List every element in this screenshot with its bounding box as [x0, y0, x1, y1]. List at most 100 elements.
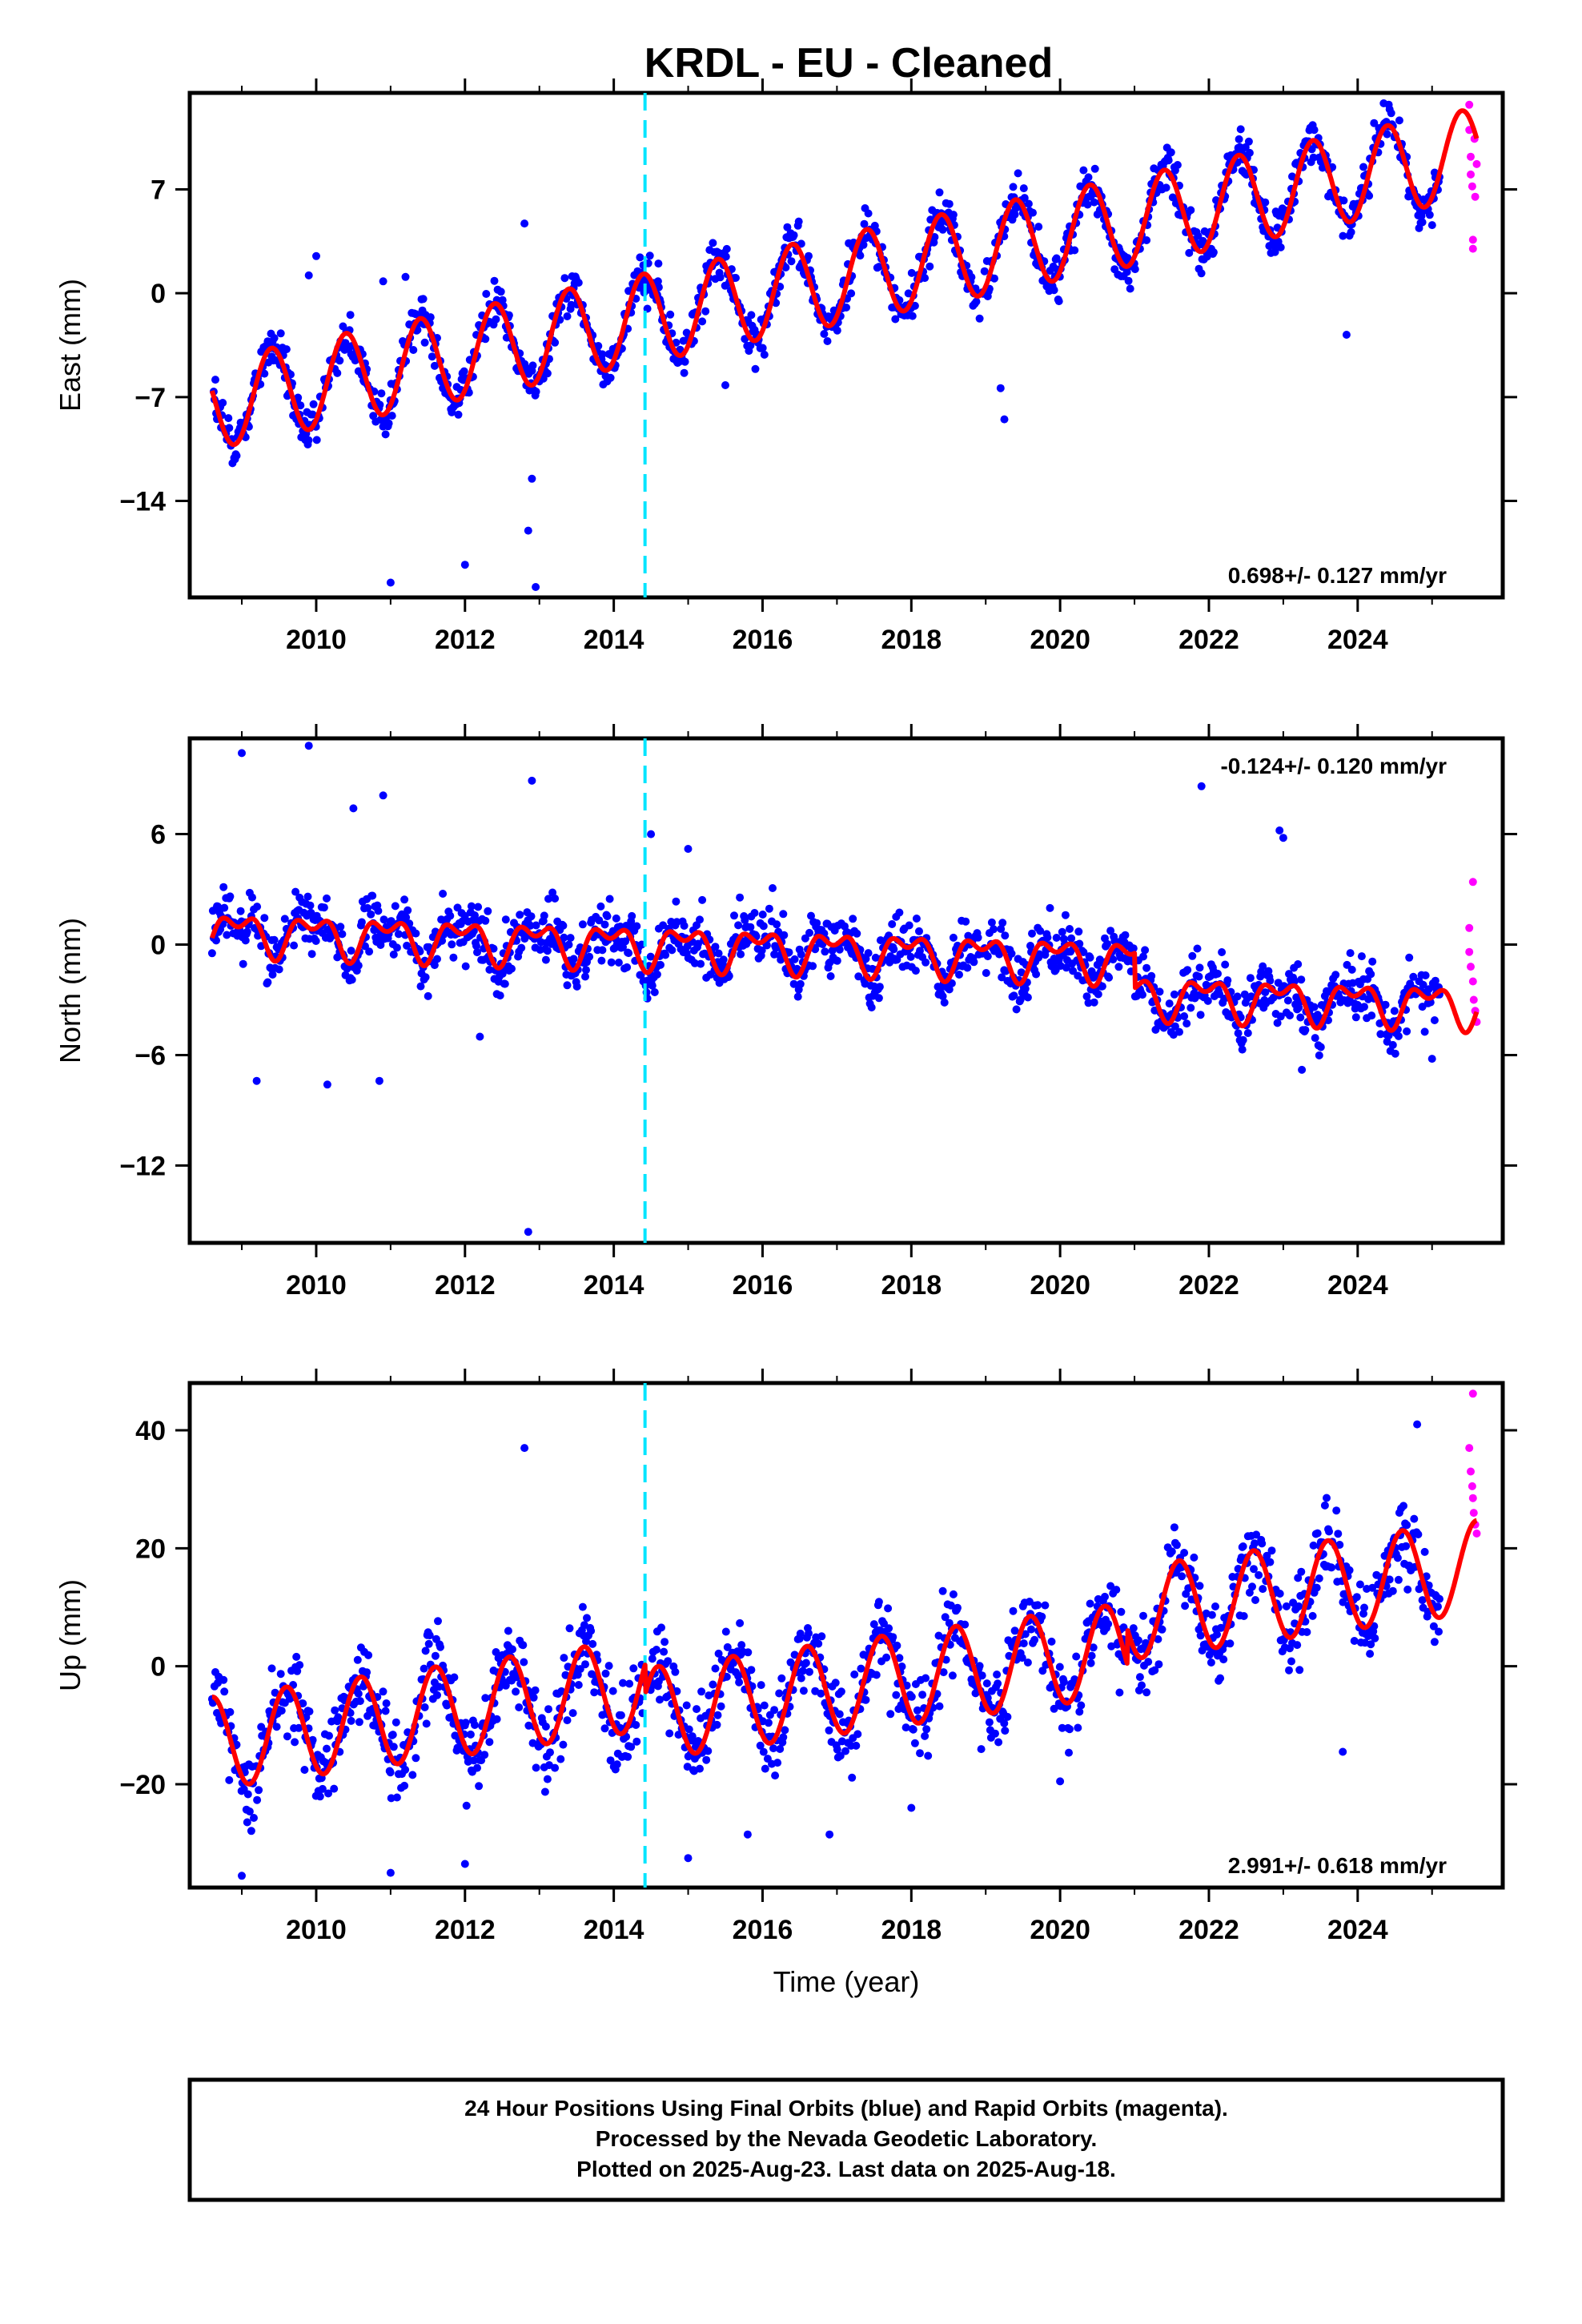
final-orbit-point — [384, 419, 393, 428]
final-orbit-point — [797, 239, 805, 248]
final-orbit-point — [657, 1623, 665, 1632]
final-orbit-point — [467, 902, 476, 911]
final-orbit-point — [1139, 1611, 1147, 1620]
final-orbit-point — [448, 940, 456, 949]
final-orbit-point — [430, 961, 439, 970]
final-orbit-point — [1236, 125, 1245, 134]
final-orbit-point — [243, 1790, 252, 1799]
final-orbit-point — [330, 1784, 339, 1793]
rapid-orbit-point — [1468, 1389, 1477, 1398]
final-orbit-point — [460, 367, 468, 376]
x-tick-label: 2012 — [435, 1270, 496, 1301]
final-orbit-point — [835, 1710, 844, 1719]
final-orbit-point — [1023, 1659, 1032, 1667]
final-orbit-point — [219, 883, 228, 891]
final-orbit-point — [856, 251, 865, 260]
final-orbit-point — [492, 1715, 501, 1723]
final-orbit-point — [656, 1695, 664, 1704]
final-orbit-point — [1061, 911, 1070, 919]
final-orbit-point — [1347, 965, 1356, 974]
final-orbit-point — [433, 955, 441, 963]
final-orbit-point — [381, 430, 390, 439]
x-tick-label: 2012 — [435, 625, 496, 655]
final-orbit-point — [367, 910, 375, 919]
final-orbit-point — [585, 952, 594, 961]
final-orbit-point — [777, 955, 785, 964]
final-orbit-point — [563, 981, 572, 990]
final-orbit-point — [757, 1681, 765, 1690]
final-orbit-point — [576, 1665, 584, 1674]
final-orbit-point — [319, 903, 328, 912]
final-orbit-point — [833, 326, 841, 335]
final-orbit-point — [469, 1756, 478, 1765]
final-orbit-outlier — [323, 1080, 331, 1089]
final-orbit-point — [805, 251, 813, 260]
final-orbit-point — [813, 919, 821, 927]
final-orbit-point — [636, 971, 645, 979]
final-orbit-point — [392, 1793, 401, 1802]
final-orbit-point — [790, 1651, 799, 1659]
final-orbit-point — [1376, 1030, 1385, 1039]
final-orbit-point — [709, 239, 717, 247]
final-orbit-outlier — [520, 1444, 529, 1453]
final-orbit-point — [1094, 990, 1102, 999]
final-orbit-point — [1019, 184, 1028, 193]
final-orbit-point — [761, 1764, 769, 1773]
final-orbit-point — [842, 304, 850, 312]
final-orbit-point — [532, 921, 540, 930]
final-orbit-point — [474, 903, 483, 911]
final-orbit-point — [895, 1654, 904, 1663]
final-orbit-point — [734, 1671, 743, 1680]
final-orbit-point — [1267, 1546, 1276, 1555]
final-orbit-point — [825, 1726, 833, 1735]
final-orbit-point — [797, 1674, 805, 1683]
final-orbit-point — [1070, 246, 1079, 255]
final-orbit-point — [543, 1775, 552, 1783]
final-orbit-point — [363, 903, 372, 912]
final-orbit-point — [1295, 1602, 1303, 1610]
final-orbit-point — [623, 963, 632, 971]
final-orbit-point — [1166, 148, 1175, 157]
final-orbit-point — [997, 925, 1006, 933]
final-orbit-point — [1286, 1011, 1294, 1019]
final-orbit-point — [1391, 1049, 1399, 1058]
final-orbit-point — [501, 915, 510, 924]
final-orbit-point — [1077, 1701, 1086, 1710]
final-orbit-point — [263, 978, 272, 987]
final-orbit-point — [612, 1760, 621, 1769]
final-orbit-point — [540, 1787, 549, 1796]
final-orbit-point — [606, 373, 615, 382]
final-orbit-point — [333, 368, 342, 377]
final-orbit-point — [849, 915, 857, 923]
final-orbit-point — [260, 369, 269, 378]
final-orbit-point — [1259, 962, 1267, 971]
y-tick-label: 6 — [151, 820, 166, 850]
final-orbit-point — [596, 902, 605, 911]
final-orbit-point — [994, 1738, 1003, 1747]
final-orbit-point — [1012, 1005, 1021, 1014]
final-orbit-point — [485, 1738, 494, 1747]
final-orbit-point — [1035, 950, 1044, 959]
final-orbit-point — [734, 921, 743, 930]
final-orbit-point — [721, 252, 730, 261]
final-orbit-outlier — [312, 251, 320, 260]
final-orbit-point — [869, 1620, 878, 1629]
final-orbit-point — [1130, 265, 1139, 274]
x-tick-label: 2024 — [1327, 625, 1388, 655]
final-orbit-point — [772, 943, 781, 952]
final-orbit-point — [1069, 967, 1078, 975]
final-orbit-point — [1101, 1592, 1109, 1601]
final-orbit-point — [461, 962, 470, 971]
final-orbit-point — [292, 1652, 301, 1661]
final-orbit-point — [725, 971, 733, 980]
final-orbit-point — [515, 1703, 524, 1711]
final-orbit-point — [645, 251, 654, 260]
final-orbit-point — [1223, 976, 1232, 985]
final-orbit-point — [504, 1626, 512, 1635]
final-orbit-point — [480, 1751, 489, 1759]
plot-frame — [187, 736, 1505, 1245]
final-orbit-outlier — [528, 776, 536, 785]
final-orbit-point — [220, 903, 229, 912]
final-orbit-point — [764, 1719, 773, 1727]
x-tick-label: 2010 — [286, 625, 347, 655]
